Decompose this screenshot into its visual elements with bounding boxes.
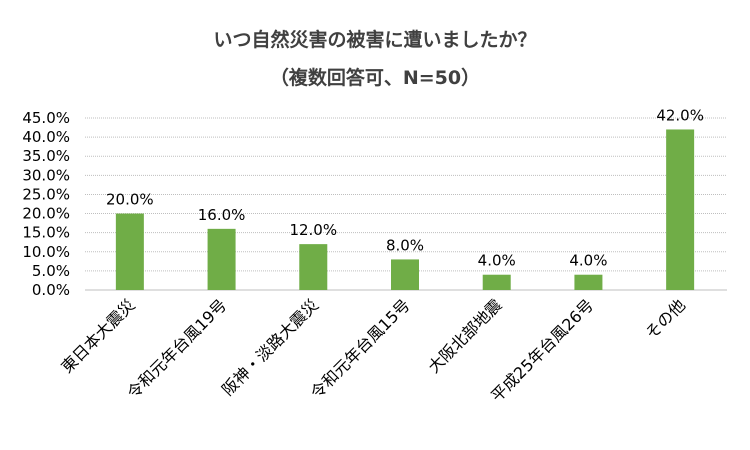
- data-label: 8.0%: [386, 236, 424, 254]
- bar: [115, 213, 144, 290]
- x-category-label: その他: [642, 295, 689, 342]
- y-tick-label: 20.0%: [22, 205, 70, 223]
- y-tick-label: 5.0%: [32, 262, 70, 280]
- y-tick-label: 10.0%: [22, 243, 70, 261]
- bar: [207, 228, 236, 290]
- y-tick-label: 35.0%: [22, 147, 70, 165]
- x-category-label: 令和元年台風15号: [307, 295, 414, 402]
- chart-subtitle: （複数回答可、N=50）: [270, 66, 480, 89]
- y-tick-label: 45.0%: [22, 109, 70, 127]
- bar: [391, 259, 419, 290]
- y-tick-label: 40.0%: [22, 128, 70, 146]
- x-category-label: 大阪北部地震: [424, 295, 505, 376]
- data-label: 16.0%: [198, 206, 246, 224]
- bar: [482, 274, 511, 290]
- data-label: 12.0%: [289, 221, 337, 239]
- bar: [666, 129, 695, 290]
- data-label: 42.0%: [656, 106, 704, 124]
- x-category-label: 東日本大震災: [57, 295, 138, 376]
- y-tick-label: 0.0%: [32, 281, 70, 299]
- data-label: 4.0%: [478, 252, 516, 270]
- data-label: 4.0%: [569, 252, 607, 270]
- x-category-label: 阪神・淡路大震災: [218, 295, 322, 399]
- bar: [574, 274, 603, 290]
- x-category-label: 平成25年台風26号: [487, 295, 597, 405]
- y-tick-label: 15.0%: [22, 224, 70, 242]
- x-category-label: 令和元年台風19号: [123, 295, 230, 402]
- bar: [299, 244, 328, 290]
- y-tick-label: 25.0%: [22, 185, 70, 203]
- data-label: 20.0%: [106, 191, 154, 209]
- chart-title: いつ自然災害の被害に遭いましたか？: [213, 28, 536, 51]
- y-tick-label: 30.0%: [22, 166, 70, 184]
